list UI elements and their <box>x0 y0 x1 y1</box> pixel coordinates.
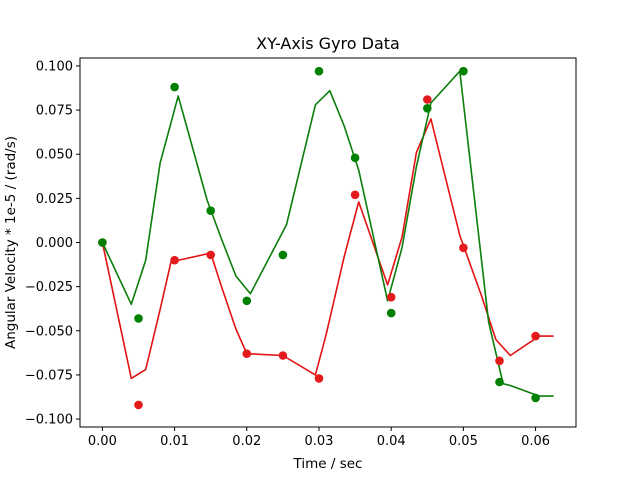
x-axis-ticks: 0.00 0.01 0.02 0.03 0.04 0.05 0.06 <box>88 427 550 449</box>
series-2-point <box>495 377 504 387</box>
series-1-point <box>531 331 540 341</box>
x-tick-label: 0.02 <box>232 434 261 449</box>
x-tick-label: 0.00 <box>88 434 117 449</box>
series-2-point <box>531 393 540 403</box>
series-1-point <box>170 255 179 265</box>
y-tick-label: 0.075 <box>36 104 73 119</box>
series-1-point <box>314 374 324 383</box>
y-tick-label: −0.075 <box>25 368 73 383</box>
series-1-point <box>386 292 396 302</box>
y-axis-ticks: −0.100 −0.075 −0.050 −0.025 0.000 0.025 0.050 0… <box>25 59 80 428</box>
series-2-point <box>386 308 396 318</box>
series-2-line <box>101 70 554 397</box>
x-tick-label: 0.06 <box>521 434 550 449</box>
series-1-point <box>134 400 143 410</box>
y-tick-label: 0.050 <box>36 148 73 163</box>
series-1-point <box>495 356 504 366</box>
series-1-point <box>423 95 432 104</box>
y-axis-label: Angular Velocity * 1e-5 / (rad/s) <box>3 136 19 349</box>
series-1-line <box>101 118 554 380</box>
series-2-point <box>314 66 324 76</box>
y-tick-label: −0.100 <box>25 413 73 428</box>
y-tick-label: −0.050 <box>25 324 73 339</box>
series-2-point <box>459 66 468 76</box>
plot-layer <box>98 66 554 410</box>
x-tick-label: 0.05 <box>449 434 478 449</box>
y-tick-label: 0.025 <box>36 192 73 207</box>
series-1-point <box>206 250 215 260</box>
series-2-point <box>98 238 107 247</box>
series-1-point <box>278 351 288 360</box>
series-2-point <box>278 250 288 260</box>
series-2-point <box>423 104 432 113</box>
x-tick-label: 0.01 <box>160 434 189 449</box>
y-tick-label: 0.100 <box>36 59 73 74</box>
chart-title: XY-Axis Gyro Data <box>256 34 400 53</box>
x-tick-label: 0.03 <box>304 434 333 449</box>
series-1-point <box>350 190 360 200</box>
y-tick-label: −0.025 <box>25 280 73 295</box>
series-2-point <box>206 206 215 215</box>
series-2-point <box>134 314 143 323</box>
series-2-point <box>170 82 179 92</box>
x-axis-label: Time / sec <box>293 456 363 472</box>
series-2-point <box>242 296 252 306</box>
series-2-point <box>350 153 360 163</box>
y-tick-label: 0.000 <box>36 236 73 251</box>
series-1-point <box>459 243 468 253</box>
series-1-point <box>242 349 252 359</box>
x-tick-label: 0.04 <box>377 434 406 449</box>
